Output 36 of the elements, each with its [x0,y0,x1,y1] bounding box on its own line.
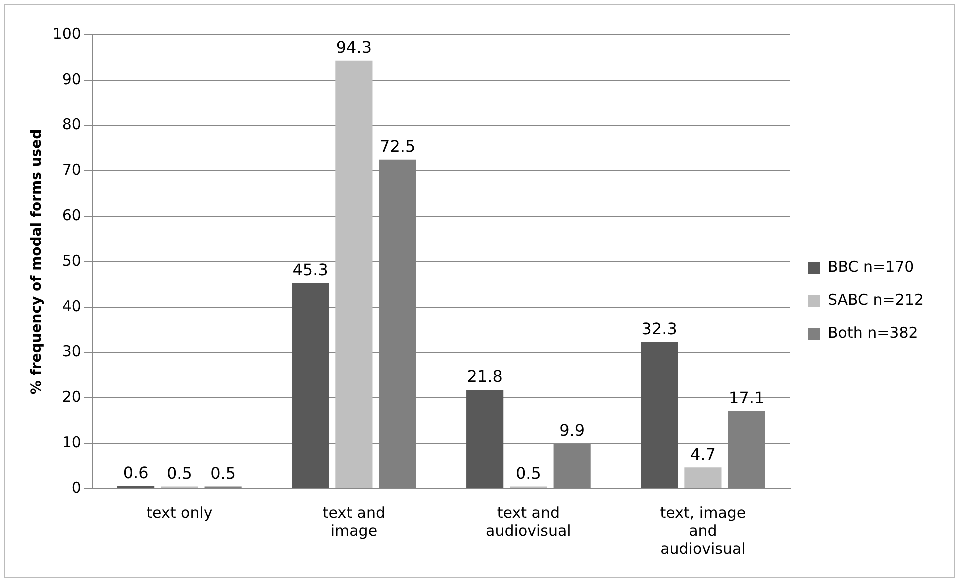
y-axis-title: % frequency of modal forms used [29,129,46,395]
y-tick-label: 30 [62,342,82,361]
bar [292,283,330,488]
y-tick-label: 10 [62,433,82,452]
legend-label: SABC n=212 [828,290,924,309]
y-tick-label: 50 [62,252,82,270]
x-tick-label: text and audiovisual [486,504,572,540]
legend-label: Both n=382 [828,324,918,342]
y-tick-label: 90 [62,70,82,88]
data-label: 0.5 [210,464,236,483]
y-tick-label: 60 [62,206,82,224]
y-tick-label: 20 [62,388,82,406]
data-label: 21.8 [467,367,503,386]
legend-label: BBC n=170 [828,258,914,276]
y-tick-label: 70 [62,161,82,180]
data-label: 0.5 [516,464,542,483]
data-label: 94.3 [336,38,372,58]
y-tick-label: 80 [62,116,82,134]
y-tick-label: 40 [62,297,82,316]
x-tick-label: text and image [322,504,386,540]
data-label: 4.7 [690,444,716,464]
x-tick-label: text, image and audiovisual [660,504,746,558]
data-label: 0.5 [166,464,192,483]
data-label: 0.6 [123,463,149,482]
y-tick-label: 0 [72,478,82,497]
data-label: 72.5 [380,137,416,156]
x-tick-label: text only [146,504,213,522]
data-label: 32.3 [642,320,678,339]
data-label: 45.3 [292,260,328,280]
data-label: 17.1 [729,388,765,408]
data-label: 9.9 [560,421,586,440]
bar [684,468,722,488]
y-tick-label: 100 [52,24,82,43]
bar [336,60,373,488]
bar [466,390,504,488]
bar [641,342,678,488]
